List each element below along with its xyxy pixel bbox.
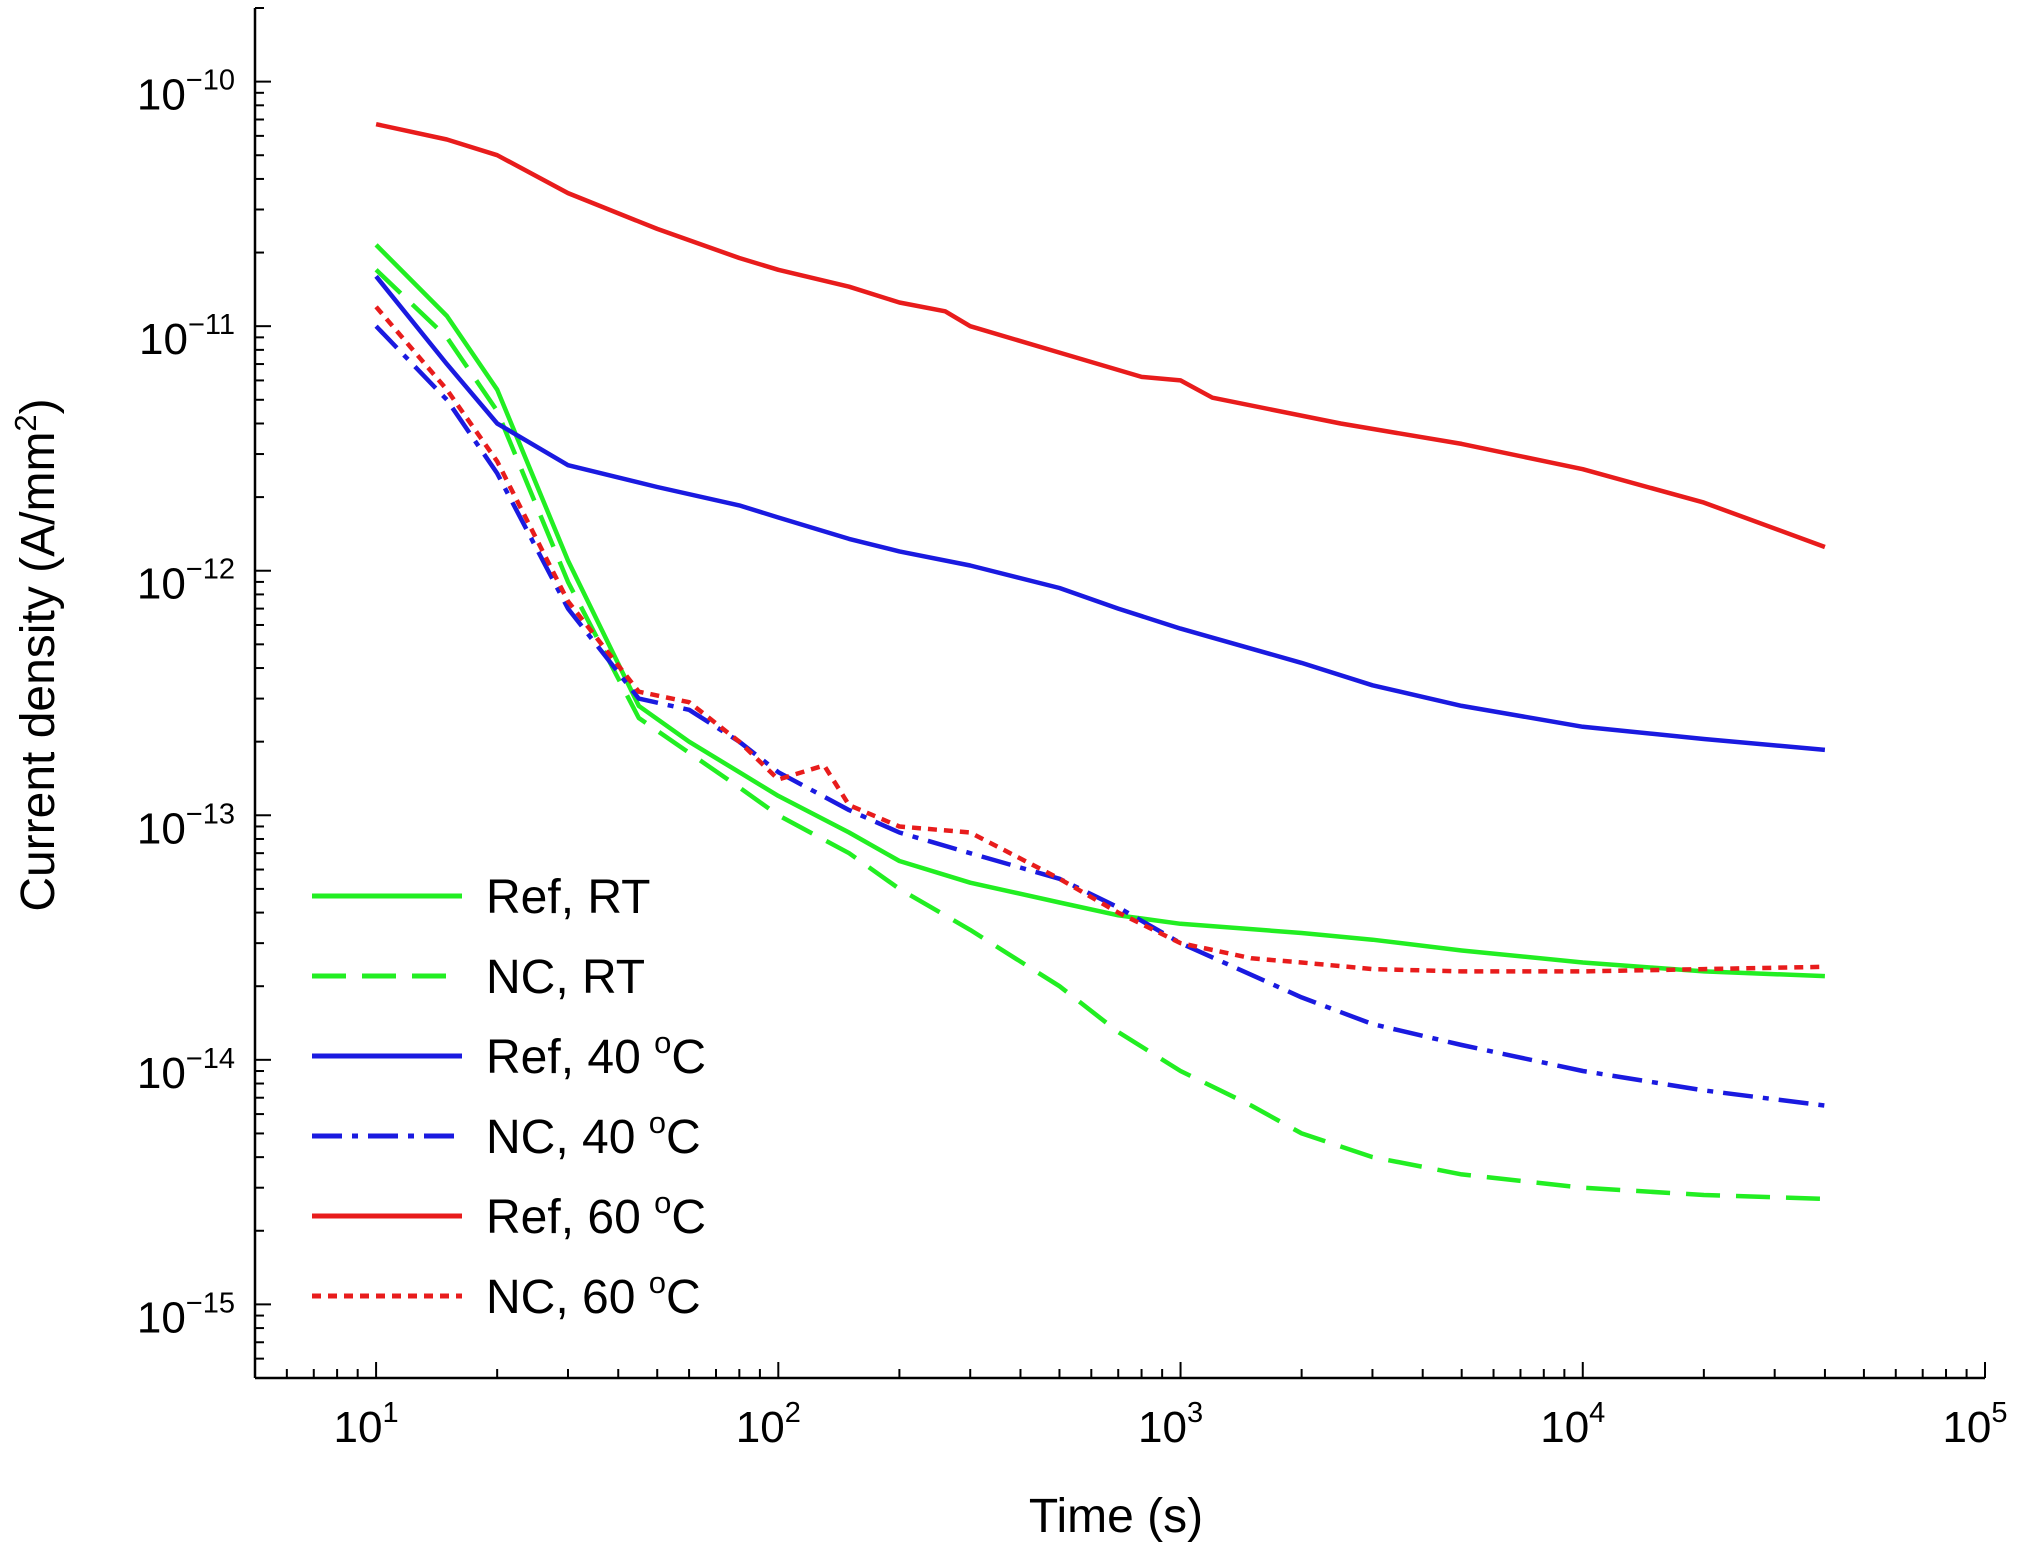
x-tick-base: 10 (1540, 1403, 1589, 1452)
axes-layer: 101 102 103 104 10510−1010−1110−1210−1310−14… (137, 7, 2008, 1452)
x-tick-base: 10 (736, 1403, 785, 1452)
y-tick-exponent: −13 (186, 798, 235, 830)
y-tick-base: 10 (139, 315, 188, 364)
y-tick-base: 10 (137, 71, 186, 120)
x-tick-label: 105 (1942, 1397, 2007, 1452)
x-tick-base: 10 (1942, 1403, 1991, 1452)
legend-entry-6: NC, 60 oC (486, 1265, 701, 1324)
legend-degree-sup: o (649, 1265, 666, 1300)
y-tick-exponent: −10 (186, 65, 235, 97)
x-tick-exponent: 5 (1991, 1397, 2007, 1429)
y-axis-label-close: ) (12, 398, 65, 414)
x-tick-exponent: 4 (1589, 1397, 1605, 1429)
y-tick-base: 10 (137, 1049, 186, 1098)
series-line-1 (374, 243, 1825, 979)
legend-entry-text: Ref, RT (486, 871, 650, 924)
legend-degree-sup: o (654, 1025, 671, 1060)
legend-entry-text: Ref, 60 (486, 1191, 654, 1244)
legend-entry-text: Ref, 40 (486, 1031, 654, 1084)
x-tick-label: 104 (1540, 1397, 1605, 1452)
y-tick-base: 10 (137, 1293, 186, 1342)
y-tick-base: 10 (137, 804, 186, 853)
legend-degree-sup: o (654, 1185, 671, 1220)
y-tick-base: 10 (137, 560, 186, 609)
legend-entry-1: Ref, RT (486, 871, 650, 924)
series-line-3 (374, 274, 1826, 753)
x-tick-label: 103 (1138, 1397, 1203, 1452)
legend-entry-text: NC, RT (486, 951, 645, 1004)
legend-entry-text: NC, 60 (486, 1271, 649, 1324)
y-axis-label-main: Current density (A/mm (12, 432, 65, 912)
legend-entry-4: NC, 40 oC (486, 1105, 701, 1164)
legend-entry-text: NC, 40 (486, 1111, 649, 1164)
x-tick-exponent: 3 (1187, 1397, 1203, 1429)
legend-unit-suffix: C (666, 1271, 701, 1324)
x-tick-exponent: 2 (785, 1397, 801, 1429)
legend-unit-suffix: C (666, 1111, 701, 1164)
x-axis-label: Time (s) (1029, 1490, 1203, 1543)
series-layer (374, 122, 1826, 1202)
series-line-4 (374, 324, 1826, 1108)
y-tick-exponent: −15 (186, 1287, 235, 1319)
legend-entry-3: Ref, 40 oC (486, 1025, 706, 1084)
series-line-5 (375, 122, 1826, 550)
legend-unit-suffix: C (671, 1191, 706, 1244)
legend-unit-suffix: C (671, 1031, 706, 1084)
y-tick-label: 10−15 (137, 1287, 235, 1342)
legend-entry-5: Ref, 60 oC (486, 1185, 706, 1244)
y-tick-exponent: −14 (186, 1043, 235, 1075)
y-axis-label: Current density (A/mm2) (8, 398, 65, 911)
legend-entry-2: NC, RT (486, 951, 645, 1004)
y-tick-exponent: −12 (186, 554, 235, 586)
series-line-2 (374, 268, 1825, 1202)
x-tick-label: 101 (334, 1397, 399, 1452)
legend-degree-sup: o (649, 1105, 666, 1140)
x-tick-base: 10 (1138, 1403, 1187, 1452)
x-tick-base: 10 (334, 1403, 383, 1452)
y-tick-label: 10−11 (139, 309, 235, 364)
y-tick-label: 10−14 (137, 1043, 235, 1098)
y-axis-label-exponent: 2 (8, 414, 43, 431)
y-tick-exponent: −11 (188, 309, 235, 341)
x-tick-exponent: 1 (382, 1397, 398, 1429)
series-line-6 (374, 305, 1825, 974)
y-tick-label: 10−13 (137, 798, 235, 853)
x-tick-label: 102 (736, 1397, 801, 1452)
y-tick-label: 10−12 (137, 554, 235, 609)
y-tick-label: 10−10 (137, 65, 235, 120)
